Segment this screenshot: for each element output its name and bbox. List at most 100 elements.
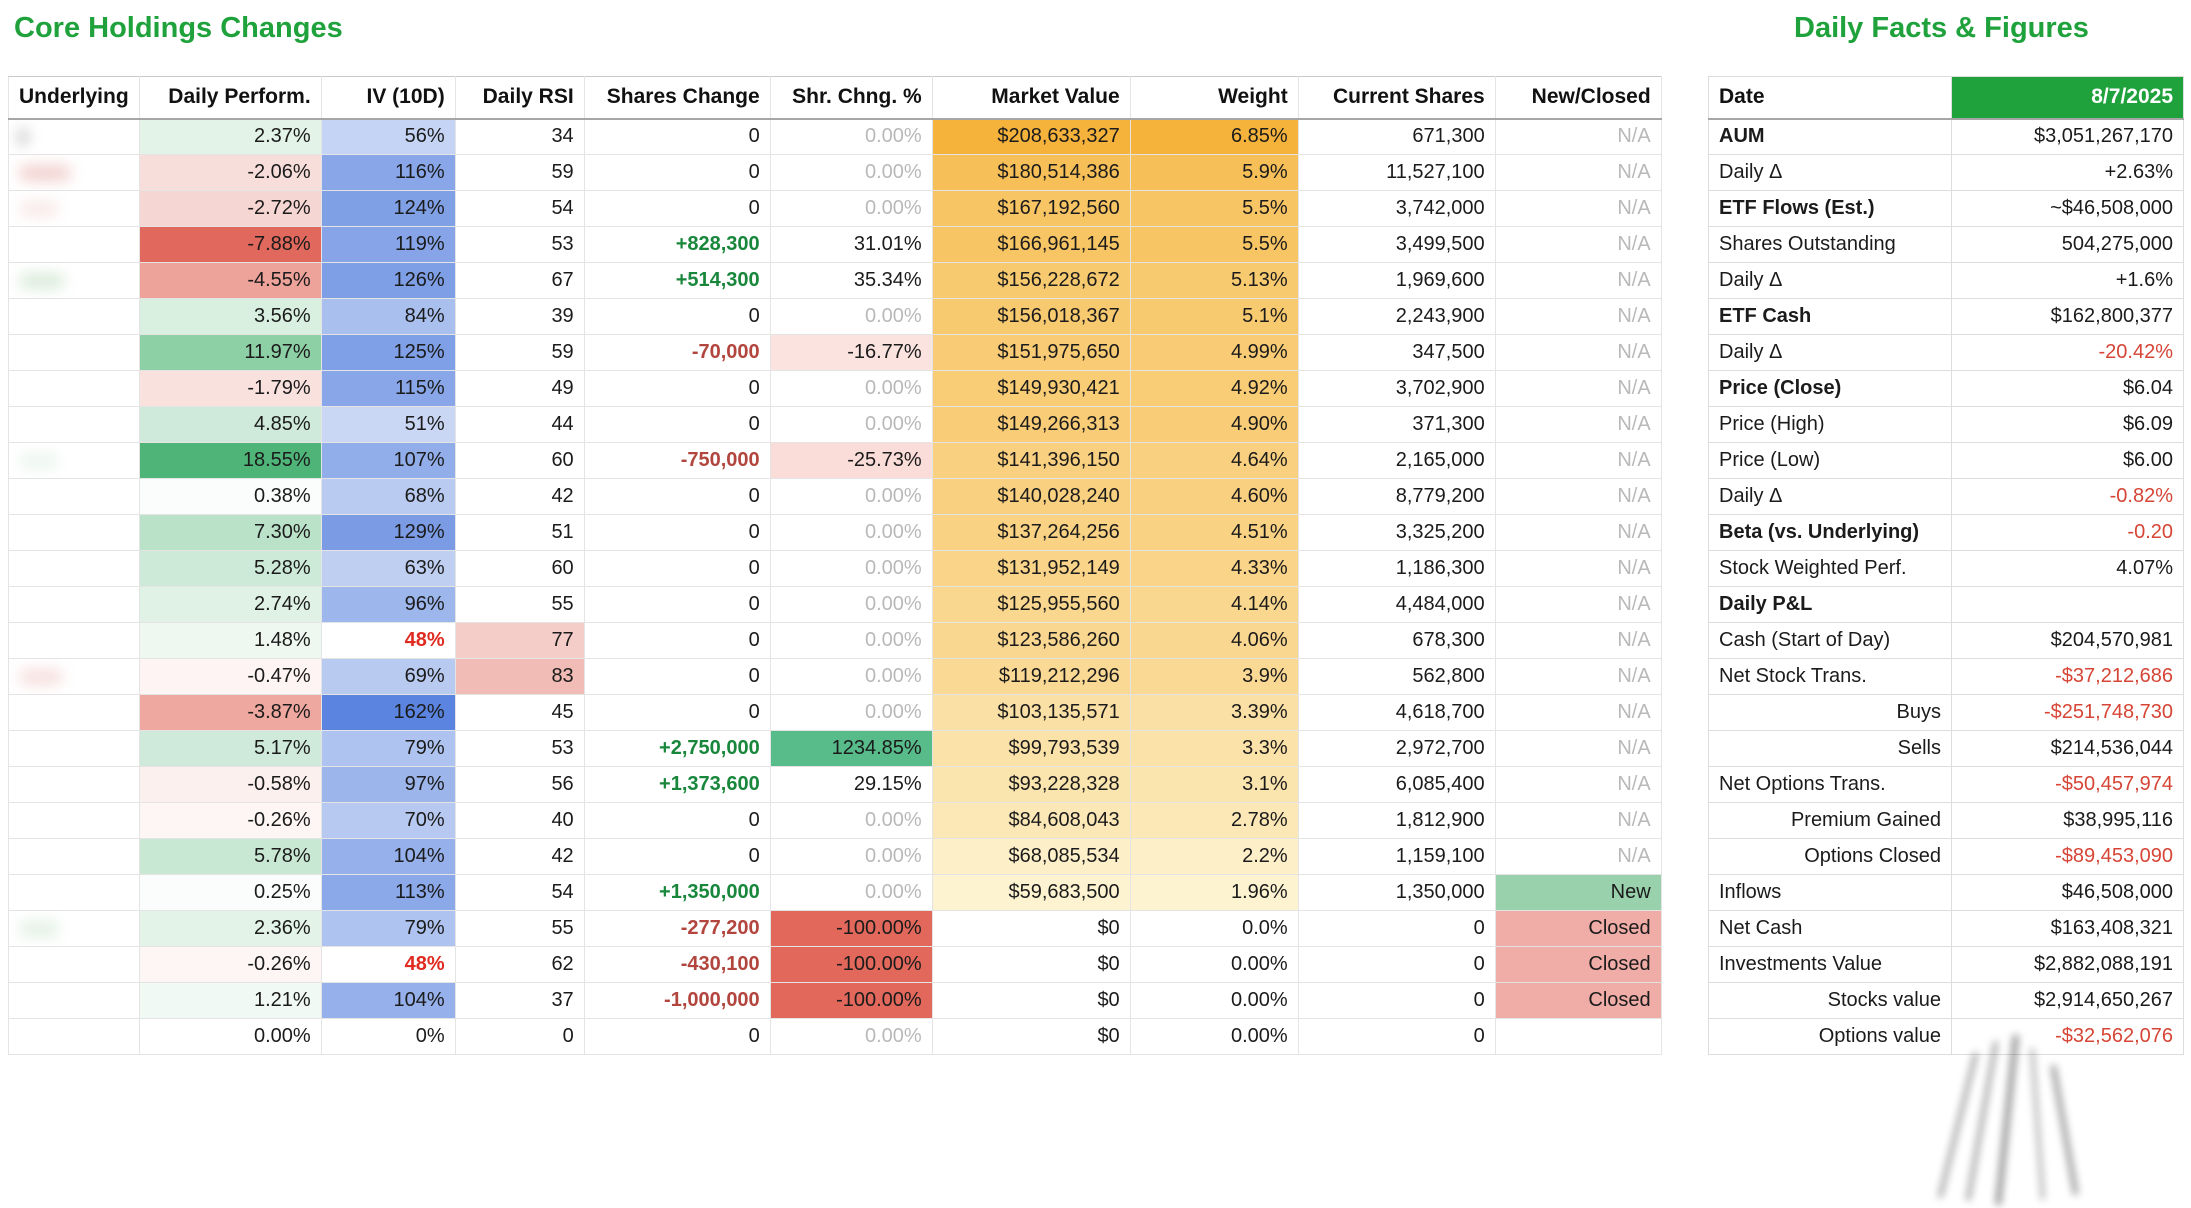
- holdings-cell-daily-rsi[interactable]: 40: [454, 802, 585, 839]
- fact-value-net-stock-trans[interactable]: -$37,212,686: [1951, 658, 2184, 695]
- holdings-cell-weight[interactable]: 4.51%: [1129, 514, 1299, 551]
- holdings-cell-market-value[interactable]: $68,085,534: [931, 838, 1131, 875]
- holdings-cell-weight[interactable]: 2.2%: [1129, 838, 1299, 875]
- holdings-cell-weight[interactable]: 0.0%: [1129, 910, 1299, 947]
- holdings-cell-daily-rsi[interactable]: 54: [454, 190, 585, 227]
- holdings-cell-shr-chng[interactable]: 1234.85%: [769, 730, 933, 767]
- holdings-cell-shares-change[interactable]: +828,300: [583, 226, 771, 263]
- holdings-cell-daily-perform[interactable]: 2.36%: [138, 910, 322, 947]
- holdings-cell-new-closed[interactable]: N/A: [1494, 226, 1662, 263]
- holdings-cell-shares-change[interactable]: +1,373,600: [583, 766, 771, 803]
- holdings-cell-new-closed[interactable]: N/A: [1494, 298, 1662, 335]
- holdings-cell-daily-rsi[interactable]: 62: [454, 946, 585, 983]
- holdings-cell-weight[interactable]: 4.64%: [1129, 442, 1299, 479]
- fact-label-sells[interactable]: Sells: [1708, 730, 1952, 767]
- holdings-cell-daily-rsi[interactable]: 83: [454, 658, 585, 695]
- fact-value-net-cash[interactable]: $163,408,321: [1951, 910, 2184, 947]
- holdings-cell-new-closed[interactable]: Closed: [1494, 982, 1662, 1019]
- fact-label-buys[interactable]: Buys: [1708, 694, 1952, 731]
- holdings-cell-underlying[interactable]: [8, 622, 140, 659]
- holdings-cell-weight[interactable]: 2.78%: [1129, 802, 1299, 839]
- holdings-cell-daily-rsi[interactable]: 56: [454, 766, 585, 803]
- holdings-cell-current-shares[interactable]: 1,350,000: [1297, 874, 1496, 911]
- holdings-cell-iv-10d[interactable]: 63%: [320, 550, 456, 587]
- holdings-cell-shares-change[interactable]: -277,200: [583, 910, 771, 947]
- fact-label-stocks-value[interactable]: Stocks value: [1708, 982, 1952, 1019]
- holdings-cell-shr-chng[interactable]: 0.00%: [769, 514, 933, 551]
- holdings-cell-shares-change[interactable]: +1,350,000: [583, 874, 771, 911]
- fact-value-net-options-trans[interactable]: -$50,457,974: [1951, 766, 2184, 803]
- holdings-cell-shares-change[interactable]: 0: [583, 406, 771, 443]
- column-header-market-value[interactable]: Market Value: [931, 76, 1131, 120]
- holdings-cell-shr-chng[interactable]: 0.00%: [769, 838, 933, 875]
- holdings-cell-daily-rsi[interactable]: 54: [454, 874, 585, 911]
- holdings-cell-shares-change[interactable]: 0: [583, 622, 771, 659]
- fact-label-shares-outstanding[interactable]: Shares Outstanding: [1708, 226, 1952, 263]
- fact-value-daily[interactable]: -0.82%: [1951, 478, 2184, 515]
- holdings-cell-daily-perform[interactable]: 2.74%: [138, 586, 322, 623]
- holdings-cell-new-closed[interactable]: N/A: [1494, 262, 1662, 299]
- holdings-cell-daily-rsi[interactable]: 53: [454, 730, 585, 767]
- holdings-cell-shares-change[interactable]: +2,750,000: [583, 730, 771, 767]
- fact-label-net-stock-trans[interactable]: Net Stock Trans.: [1708, 658, 1952, 695]
- holdings-cell-new-closed[interactable]: N/A: [1494, 766, 1662, 803]
- holdings-cell-daily-perform[interactable]: -0.58%: [138, 766, 322, 803]
- holdings-cell-daily-perform[interactable]: -3.87%: [138, 694, 322, 731]
- holdings-cell-underlying[interactable]: [8, 550, 140, 587]
- holdings-cell-new-closed[interactable]: N/A: [1494, 730, 1662, 767]
- fact-value-daily[interactable]: +2.63%: [1951, 154, 2184, 191]
- holdings-cell-iv-10d[interactable]: 129%: [320, 514, 456, 551]
- holdings-cell-iv-10d[interactable]: 56%: [320, 118, 456, 155]
- holdings-cell-shr-chng[interactable]: -100.00%: [769, 910, 933, 947]
- holdings-cell-daily-perform[interactable]: 2.37%: [138, 118, 322, 155]
- holdings-cell-market-value[interactable]: $180,514,386: [931, 154, 1131, 191]
- fact-value-daily[interactable]: -20.42%: [1951, 334, 2184, 371]
- holdings-cell-shares-change[interactable]: 0: [583, 298, 771, 335]
- holdings-cell-daily-rsi[interactable]: 55: [454, 910, 585, 947]
- column-header-daily-perform[interactable]: Daily Perform.: [138, 76, 322, 120]
- fact-value-shares-outstanding[interactable]: 504,275,000: [1951, 226, 2184, 263]
- column-header-iv-10d[interactable]: IV (10D): [320, 76, 456, 120]
- holdings-cell-underlying[interactable]: [8, 1018, 140, 1055]
- holdings-cell-current-shares[interactable]: 371,300: [1297, 406, 1496, 443]
- fact-label-investments-value[interactable]: Investments Value: [1708, 946, 1952, 983]
- holdings-cell-shares-change[interactable]: 0: [583, 190, 771, 227]
- column-header-daily-rsi[interactable]: Daily RSI: [454, 76, 585, 120]
- holdings-cell-new-closed[interactable]: N/A: [1494, 586, 1662, 623]
- holdings-cell-shr-chng[interactable]: 0.00%: [769, 658, 933, 695]
- fact-label-options-closed[interactable]: Options Closed: [1708, 838, 1952, 875]
- holdings-cell-current-shares[interactable]: 1,812,900: [1297, 802, 1496, 839]
- holdings-cell-weight[interactable]: 3.39%: [1129, 694, 1299, 731]
- holdings-cell-iv-10d[interactable]: 0%: [320, 1018, 456, 1055]
- fact-label-aum[interactable]: AUM: [1708, 118, 1952, 155]
- holdings-cell-weight[interactable]: 1.96%: [1129, 874, 1299, 911]
- holdings-cell-new-closed[interactable]: N/A: [1494, 118, 1662, 155]
- fact-value-inflows[interactable]: $46,508,000: [1951, 874, 2184, 911]
- holdings-cell-shr-chng[interactable]: -100.00%: [769, 946, 933, 983]
- holdings-cell-market-value[interactable]: $59,683,500: [931, 874, 1131, 911]
- holdings-cell-weight[interactable]: 4.60%: [1129, 478, 1299, 515]
- holdings-cell-underlying[interactable]: [8, 190, 140, 227]
- holdings-cell-weight[interactable]: 5.5%: [1129, 190, 1299, 227]
- holdings-cell-underlying[interactable]: [8, 730, 140, 767]
- holdings-cell-daily-rsi[interactable]: 60: [454, 442, 585, 479]
- fact-label-etf-cash[interactable]: ETF Cash: [1708, 298, 1952, 335]
- holdings-cell-shr-chng[interactable]: 35.34%: [769, 262, 933, 299]
- holdings-cell-daily-rsi[interactable]: 59: [454, 154, 585, 191]
- holdings-cell-new-closed[interactable]: N/A: [1494, 154, 1662, 191]
- holdings-cell-new-closed[interactable]: Closed: [1494, 910, 1662, 947]
- fact-label-net-options-trans[interactable]: Net Options Trans.: [1708, 766, 1952, 803]
- holdings-cell-daily-perform[interactable]: 0.00%: [138, 1018, 322, 1055]
- holdings-cell-shares-change[interactable]: +514,300: [583, 262, 771, 299]
- holdings-cell-daily-perform[interactable]: 0.38%: [138, 478, 322, 515]
- holdings-cell-shr-chng[interactable]: 31.01%: [769, 226, 933, 263]
- holdings-cell-underlying[interactable]: [8, 154, 140, 191]
- fact-value-options-value[interactable]: -$32,562,076: [1951, 1018, 2184, 1055]
- holdings-cell-current-shares[interactable]: 0: [1297, 910, 1496, 947]
- holdings-cell-daily-perform[interactable]: 11.97%: [138, 334, 322, 371]
- holdings-cell-underlying[interactable]: [8, 694, 140, 731]
- holdings-cell-market-value[interactable]: $140,028,240: [931, 478, 1131, 515]
- fact-value-options-closed[interactable]: -$89,453,090: [1951, 838, 2184, 875]
- fact-value-price-close[interactable]: $6.04: [1951, 370, 2184, 407]
- fact-label-cash-start-of-day[interactable]: Cash (Start of Day): [1708, 622, 1952, 659]
